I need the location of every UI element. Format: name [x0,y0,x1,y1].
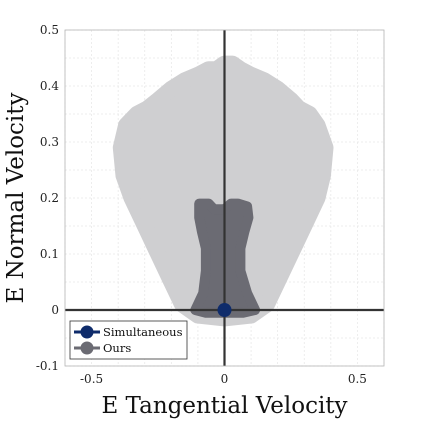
y-tick-label: 0.4 [40,79,59,93]
x-tick-label: -0.5 [80,372,103,386]
y-axis-title: E Normal Velocity [3,92,29,303]
y-tick-label: 0 [51,303,59,317]
legend-entry-ours: Ours [74,341,131,355]
plot-frame [64,29,385,367]
legend-marker-ours [80,341,94,355]
zero-axes [65,30,384,366]
y-tick-label: 0.1 [40,247,59,261]
x-axis-title: E Tangential Velocity [101,393,347,419]
x-tick-label: 0.5 [348,372,367,386]
legend-entry-simultaneous: Simultaneous [74,325,183,339]
y-tick-label: -0.1 [36,359,59,373]
tick-labels: -0.5 0 0.5 -0.1 0 0.1 0.2 0.3 0.4 0.5 [36,23,367,386]
legend-label-ours: Ours [103,341,131,355]
legend-label-simultaneous: Simultaneous [103,325,183,339]
legend: Simultaneous Ours [69,320,188,360]
x-tick-label: 0 [221,372,229,386]
data-regions [112,55,334,327]
y-tick-label: 0.2 [40,191,59,205]
legend-marker-simultaneous [80,325,94,339]
y-tick-label: 0.3 [40,135,59,149]
series-point-simultaneous [217,303,232,317]
y-tick-label: 0.5 [40,23,59,37]
